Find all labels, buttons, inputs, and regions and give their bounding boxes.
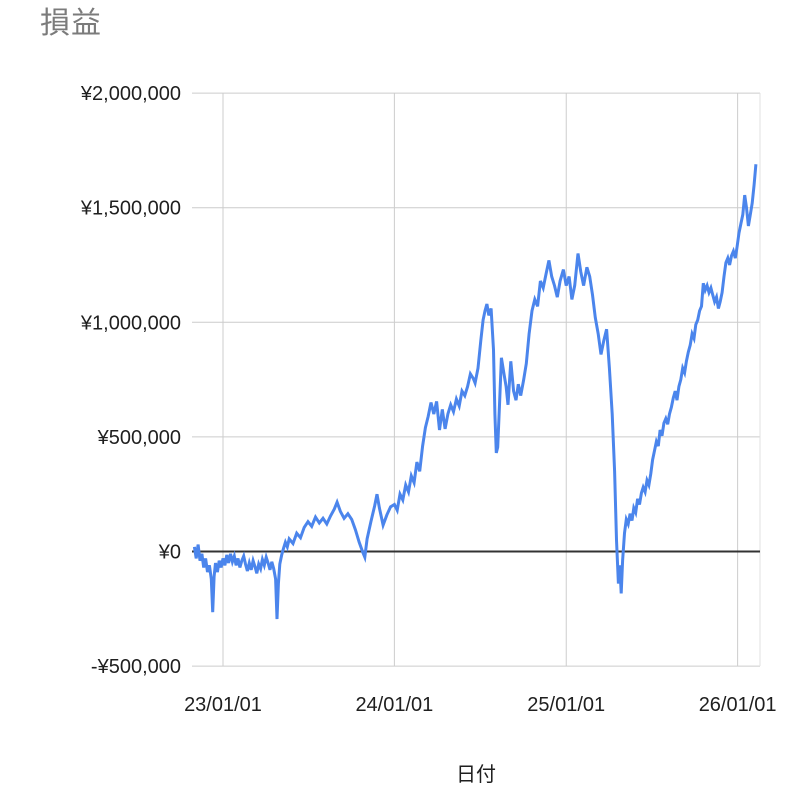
x-tick-label: 23/01/01 <box>184 694 262 716</box>
y-tick-label: ¥500,000 <box>97 427 181 449</box>
x-tick-label: 26/01/01 <box>699 694 777 716</box>
y-tick-label: ¥1,500,000 <box>80 198 181 220</box>
y-tick-label: ¥1,000,000 <box>80 312 181 334</box>
x-axis-title: 日付 <box>456 763 496 786</box>
y-tick-label: -¥500,000 <box>91 656 181 678</box>
profit-line <box>192 164 758 620</box>
x-tick-label: 24/01/01 <box>355 694 433 716</box>
y-tick-label: ¥2,000,000 <box>80 83 181 105</box>
x-tick-label: 25/01/01 <box>527 694 605 716</box>
y-tick-label: ¥0 <box>158 542 181 564</box>
chart-title: 損益 <box>40 7 102 40</box>
